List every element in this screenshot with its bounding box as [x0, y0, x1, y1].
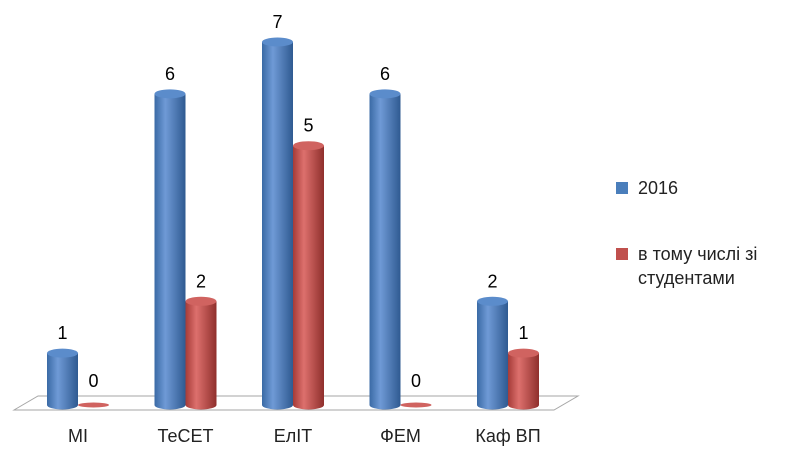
legend-item-2016: 2016: [614, 176, 794, 200]
data-label: 0: [411, 371, 421, 391]
legend-swatch-blue: [616, 182, 628, 194]
data-label: 2: [196, 271, 206, 291]
bar-2016-4: [477, 296, 508, 410]
bar-2016-2: [262, 37, 293, 410]
data-label: 7: [272, 12, 282, 32]
legend-swatch-red: [616, 248, 628, 260]
bar-students-4: [508, 348, 539, 410]
bar-2016-3: [369, 89, 401, 410]
data-label: 5: [303, 116, 313, 136]
category-label: МІ: [68, 426, 88, 446]
legend-item-students: в тому числі зі студентами: [614, 242, 794, 290]
bar-students-1: [185, 296, 217, 410]
data-label: 0: [88, 371, 98, 391]
category-label: Каф ВП: [475, 426, 540, 446]
bar-2016-1: [154, 89, 186, 410]
bar-students-3: [400, 402, 432, 408]
data-label: 2: [487, 271, 497, 291]
category-label: ФЕМ: [380, 426, 421, 446]
legend: 2016 в тому числі зі студентами: [614, 176, 794, 290]
bar-students-0: [78, 402, 109, 408]
data-label: 6: [165, 64, 175, 84]
data-label: 1: [57, 323, 67, 343]
data-label: 6: [380, 64, 390, 84]
data-label: 1: [518, 323, 528, 343]
legend-label-students-line1: в тому числі зі: [638, 244, 758, 264]
bar-students-2: [293, 141, 324, 410]
legend-label-2016: 2016: [638, 178, 679, 198]
legend-label-students-line2: студентами: [638, 268, 735, 288]
bar-2016-0: [47, 348, 78, 410]
category-label: ТеСЕТ: [158, 426, 214, 446]
category-label: ЕлІТ: [274, 426, 313, 446]
